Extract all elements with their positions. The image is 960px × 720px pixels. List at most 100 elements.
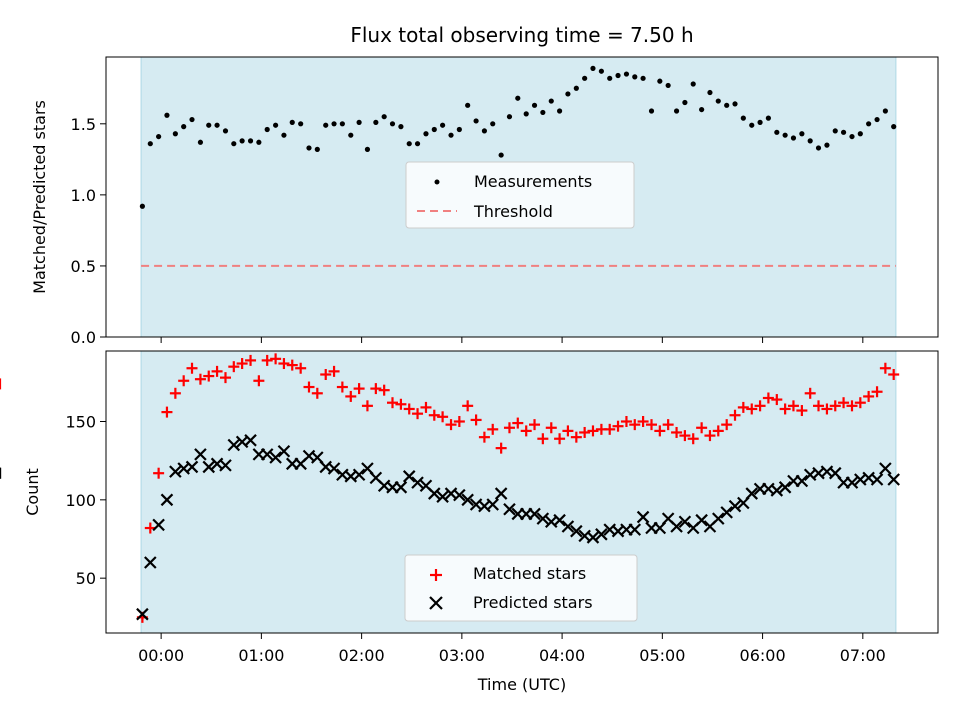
predicted-star-point <box>486 498 500 511</box>
matched-star-point <box>194 373 206 385</box>
matched-star-point <box>320 369 332 380</box>
measurement-point <box>356 119 362 125</box>
matched-star-point <box>771 394 783 406</box>
predicted-star-point <box>394 481 408 494</box>
top-x-axis-ticks <box>160 337 864 343</box>
matched-star-point <box>537 433 549 445</box>
matched-star-point <box>520 425 532 437</box>
predicted-star-point <box>160 493 174 507</box>
measurement-point <box>364 146 371 152</box>
top-y-axis-ticks: 0.0 0.5 1.0 1.5 <box>71 115 106 347</box>
measurement-point <box>782 132 788 138</box>
measurement-point <box>565 91 571 97</box>
matched-star-point <box>420 401 432 413</box>
predicted-star-point <box>711 512 725 525</box>
matched-star-point <box>328 365 340 377</box>
matched-star-point <box>495 442 507 454</box>
measurement-point <box>156 133 162 140</box>
predicted-star-point <box>536 512 550 525</box>
predicted-star-point <box>887 473 900 486</box>
bottom-x-axis-ticks: 00:00 01:00 02:00 03:00 04:00 05:00 06:00 07:00 <box>138 633 886 665</box>
matched-star-point <box>153 467 165 479</box>
matched-star-point <box>604 423 616 435</box>
matched-star-point <box>879 362 891 374</box>
measurement-point <box>331 121 337 127</box>
measurement-point <box>682 99 688 106</box>
top-panel: 0.0 0.5 1.0 1.5 Matched/Predicted stars Mea… <box>30 56 939 347</box>
matched-star-point <box>829 400 841 412</box>
x-tick-label: 02:00 <box>339 646 385 665</box>
bottom-y-axis-ticks: 50 100 150 <box>65 413 106 588</box>
predicted-star-point <box>453 488 466 502</box>
predicted-star-point <box>411 476 424 489</box>
measurements-series <box>139 65 897 209</box>
matched-star-point <box>386 397 398 409</box>
measurements-legend-label: Measurements <box>474 172 592 191</box>
measurement-point <box>874 116 880 123</box>
matched-star-point <box>729 409 741 421</box>
measurement-point <box>640 75 646 81</box>
matched-star-point <box>871 386 883 398</box>
matched-star-point <box>286 359 298 371</box>
top-axes-frame <box>105 56 939 338</box>
predicted-star-point <box>720 506 733 519</box>
measurement-point <box>273 122 279 128</box>
matched-star-point <box>737 401 749 413</box>
bottom-y-tick-label: 150 <box>65 413 96 432</box>
matched-star-point <box>361 400 373 412</box>
predicted-star-point <box>553 513 566 527</box>
matched-star-point <box>620 416 632 427</box>
top-legend: Measurements Threshold <box>405 161 635 229</box>
matched-star-point <box>311 387 323 399</box>
matched-star-point <box>478 431 490 443</box>
matched-star-point <box>687 433 699 445</box>
measurement-point <box>490 121 496 127</box>
measurement-point <box>598 68 604 74</box>
matched-star-point <box>370 383 382 395</box>
top-y-tick-label: 0.0 <box>71 328 96 347</box>
measurement-point <box>832 128 838 134</box>
x-tick-label: 04:00 <box>539 646 585 665</box>
measurement-point <box>381 114 387 120</box>
matched-star-point <box>646 419 658 431</box>
predicted-legend-marker <box>429 596 443 610</box>
measurements-legend-marker <box>434 179 440 185</box>
measurement-point <box>181 124 187 130</box>
measurement-point <box>815 145 822 151</box>
matched-star-point <box>253 375 265 387</box>
matched-star-point <box>336 381 348 393</box>
predicted-star-point <box>494 487 508 500</box>
measurement-point <box>448 132 454 138</box>
matched-star-point <box>203 370 215 382</box>
bottom-y-tick-label: 50 <box>76 569 96 588</box>
measurement-point <box>790 135 797 141</box>
measurement-point <box>891 124 897 130</box>
matched-star-point <box>503 422 515 434</box>
measurement-point <box>673 108 680 114</box>
measurement-point <box>623 71 630 77</box>
chart-title: Flux total observing time = 7.50 h <box>350 23 693 47</box>
measurement-point <box>715 98 721 104</box>
matched-star-point <box>863 390 875 402</box>
top-y-tick-label: 1.0 <box>71 186 96 205</box>
matched-star-point <box>754 400 766 412</box>
predicted-star-point <box>745 487 759 500</box>
measurement-point <box>540 109 546 116</box>
bottom-axes-frame <box>105 350 939 634</box>
predicted-star-point <box>202 460 216 474</box>
measurement-point <box>699 106 705 113</box>
predicted-star-point <box>570 524 583 538</box>
measurement-point <box>632 74 638 80</box>
top-y-axis-label: Matched/Predicted stars <box>30 100 49 294</box>
matched-star-point <box>412 408 424 420</box>
matched-star-point <box>637 416 649 427</box>
x-tick-label: 00:00 <box>138 646 184 665</box>
measurement-point <box>465 102 471 108</box>
measurement-point <box>690 81 696 87</box>
measurement-point <box>398 124 404 130</box>
measurement-point <box>665 82 671 89</box>
matched-star-point <box>303 381 315 393</box>
matched-star-point <box>219 372 231 384</box>
predicted-star-point <box>219 459 232 472</box>
